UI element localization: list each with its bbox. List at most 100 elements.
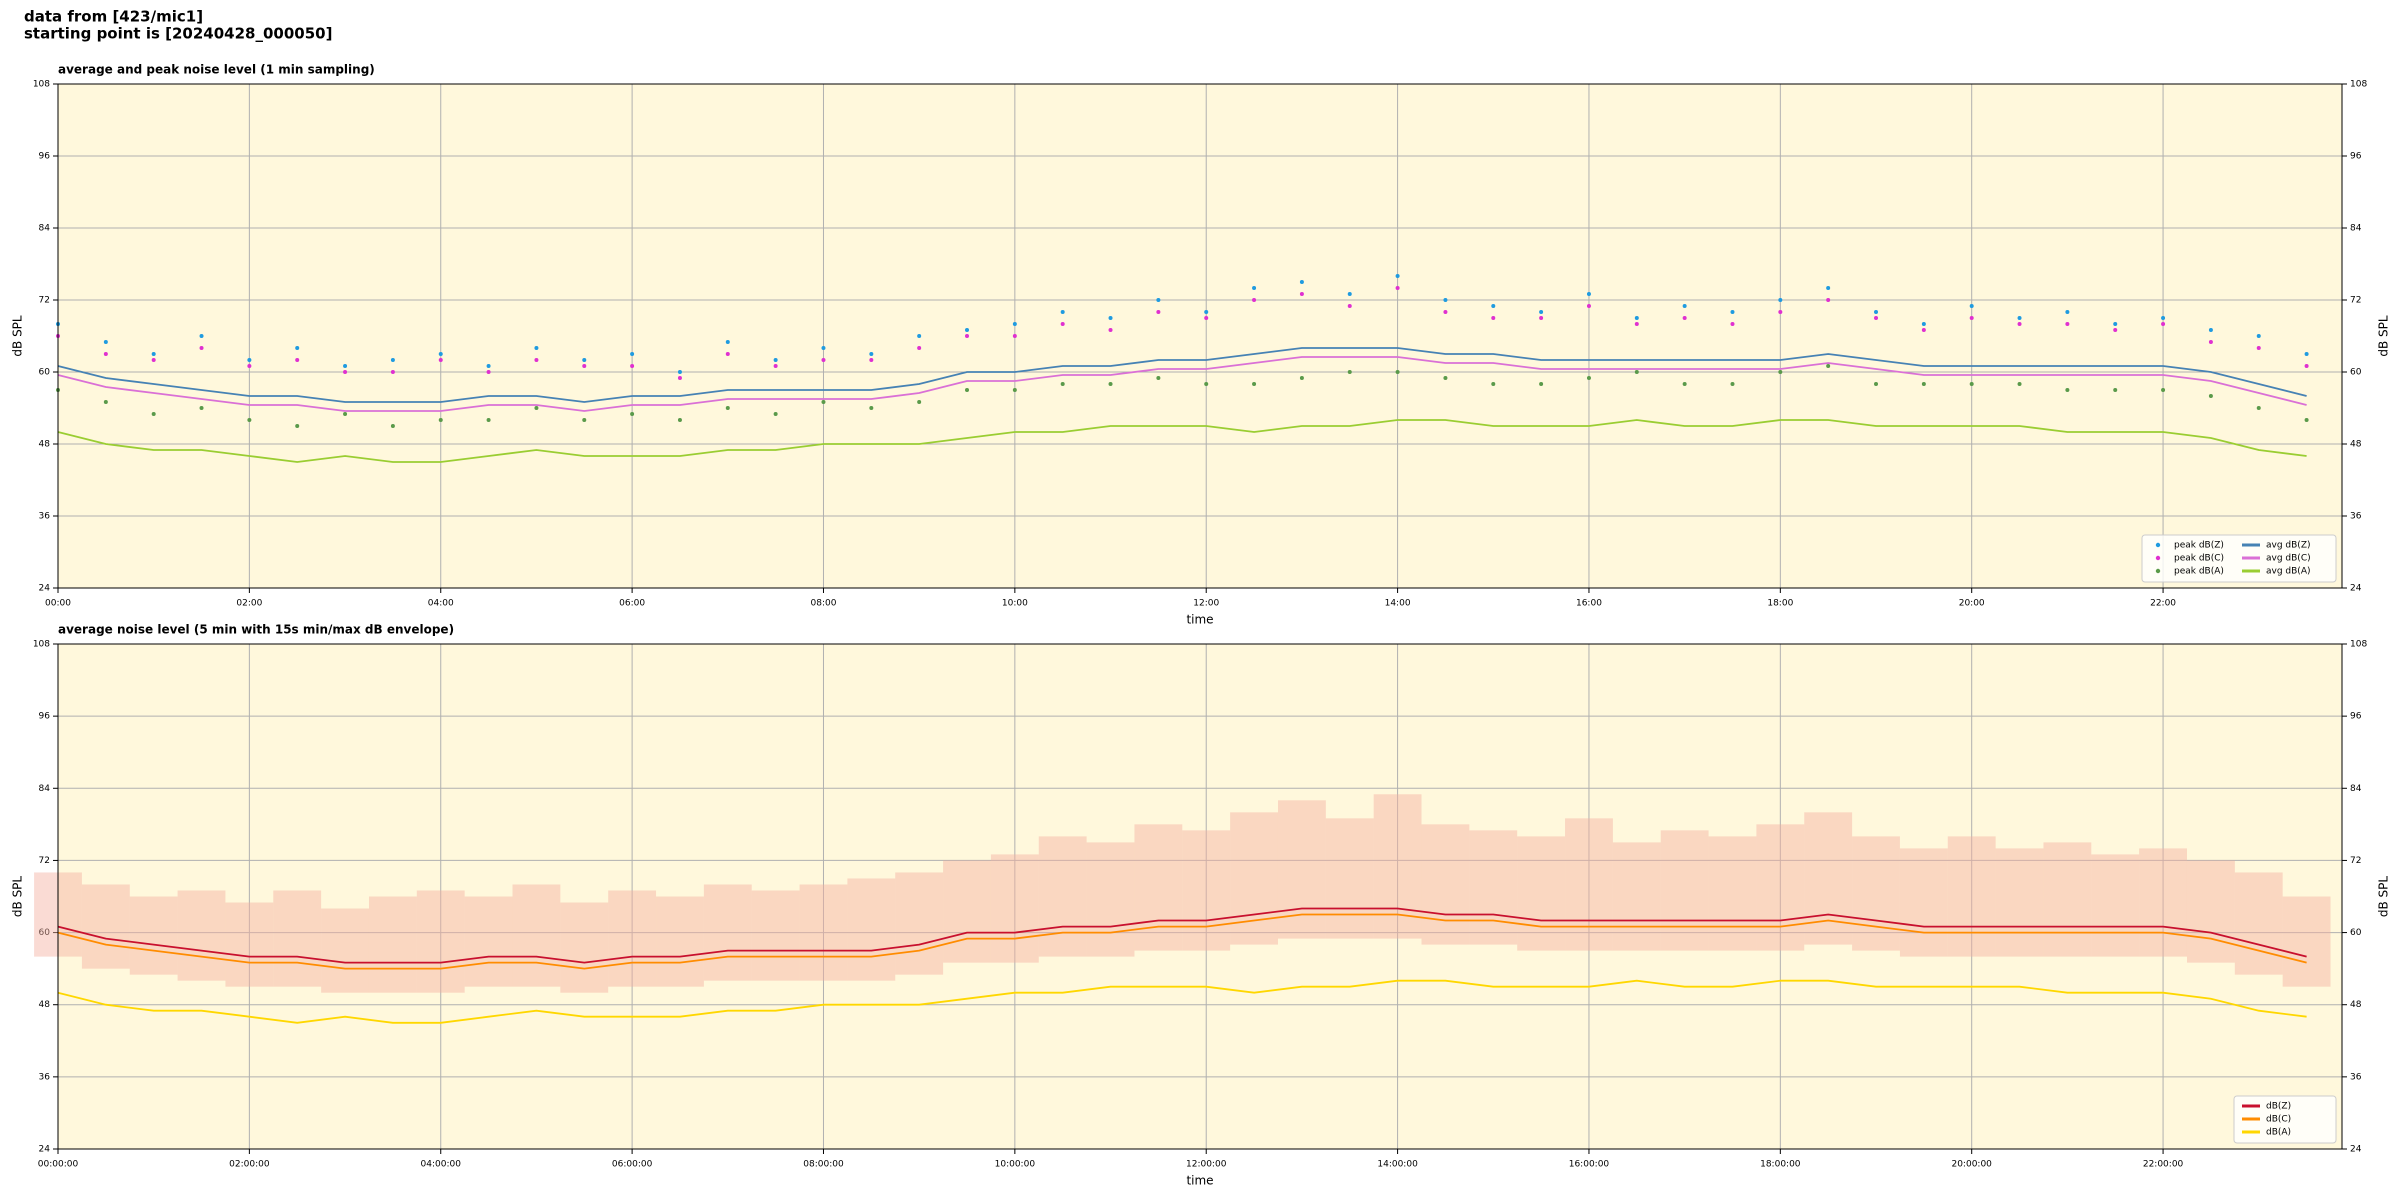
envelope-band bbox=[464, 896, 513, 987]
envelope-band bbox=[656, 896, 704, 987]
x-tick-label: 00:00 bbox=[45, 599, 71, 609]
peak-point bbox=[821, 400, 826, 404]
peak-point bbox=[2065, 310, 2070, 314]
peak-point bbox=[103, 400, 108, 404]
plot-area bbox=[58, 644, 2342, 1149]
peak-point bbox=[1874, 310, 1879, 314]
y2-tick-label: 48 bbox=[2350, 440, 2362, 450]
x-tick-label: 04:00:00 bbox=[421, 1160, 462, 1170]
plot-area bbox=[58, 84, 2342, 588]
peak-point bbox=[1156, 310, 1161, 314]
peak-point bbox=[2017, 382, 2022, 386]
envelope-band bbox=[273, 890, 322, 987]
legend-label: avg dB(A) bbox=[2266, 567, 2310, 577]
peak-point bbox=[630, 364, 635, 368]
envelope-band bbox=[1134, 824, 1183, 951]
peak-point bbox=[2161, 388, 2166, 392]
peak-point bbox=[773, 412, 778, 416]
peak-point bbox=[582, 358, 587, 362]
peak-point bbox=[582, 364, 587, 368]
y2-tick-label: 72 bbox=[2350, 296, 2361, 306]
peak-point bbox=[2256, 334, 2261, 338]
y2-tick-label: 96 bbox=[2350, 152, 2362, 162]
peak-point bbox=[677, 370, 682, 374]
envelope-band bbox=[2282, 896, 2331, 987]
envelope-band bbox=[1517, 836, 1566, 951]
y-tick-label: 24 bbox=[39, 584, 51, 594]
peak-point bbox=[534, 346, 539, 350]
y-tick-label: 96 bbox=[39, 712, 51, 722]
y-axis-label: dB SPL bbox=[11, 876, 25, 918]
y-tick-label: 24 bbox=[39, 1145, 51, 1155]
peak-point bbox=[343, 364, 348, 368]
envelope-band bbox=[1182, 830, 1231, 951]
envelope-band bbox=[847, 878, 896, 981]
peak-point bbox=[917, 346, 922, 350]
peak-point bbox=[1682, 382, 1687, 386]
peak-point bbox=[1586, 304, 1591, 308]
peak-point bbox=[1826, 364, 1831, 368]
series-line bbox=[57, 979, 2307, 1024]
peak-point bbox=[821, 358, 826, 362]
peak-point bbox=[1108, 316, 1113, 320]
peak-point bbox=[1060, 310, 1065, 314]
peak-point bbox=[1778, 298, 1783, 302]
envelope-band bbox=[1995, 848, 2044, 957]
peak-point bbox=[2304, 364, 2309, 368]
peak-point bbox=[869, 358, 874, 362]
x-tick-label: 14:00:00 bbox=[1377, 1160, 1418, 1170]
envelope-band bbox=[1947, 836, 1996, 957]
peak-point bbox=[1921, 322, 1926, 326]
x-tick-label: 08:00:00 bbox=[803, 1160, 844, 1170]
y2-axis-label: dB SPL bbox=[2377, 876, 2391, 918]
envelope-band bbox=[368, 896, 417, 993]
peak-point bbox=[1586, 292, 1591, 296]
peak-point bbox=[1634, 370, 1639, 374]
peak-point bbox=[1060, 382, 1065, 386]
peak-point bbox=[869, 352, 874, 356]
peak-point bbox=[199, 346, 204, 350]
envelope-band bbox=[416, 890, 465, 993]
y-tick-label: 36 bbox=[39, 1072, 51, 1082]
peak-point bbox=[2161, 316, 2166, 320]
x-tick-label: 18:00 bbox=[1767, 599, 1793, 609]
x-tick-label: 16:00:00 bbox=[1569, 1160, 1610, 1170]
peak-point bbox=[1969, 304, 1974, 308]
envelope-band bbox=[560, 902, 609, 993]
peak-point bbox=[390, 370, 395, 374]
peak-point bbox=[1443, 310, 1448, 314]
y-tick-label: 48 bbox=[39, 1000, 51, 1010]
peak-point bbox=[2113, 388, 2118, 392]
envelope-band bbox=[1469, 830, 1518, 945]
envelope-band bbox=[512, 884, 561, 987]
y2-tick-label: 108 bbox=[2350, 640, 2367, 650]
peak-point bbox=[630, 352, 635, 356]
y2-tick-label: 60 bbox=[2350, 928, 2362, 938]
envelope-band bbox=[2186, 860, 2235, 963]
envelope-band bbox=[2139, 848, 2187, 957]
peak-point bbox=[1969, 382, 1974, 386]
legend-label: peak dB(A) bbox=[2174, 567, 2224, 577]
envelope-band bbox=[990, 854, 1039, 963]
peak-point bbox=[103, 340, 108, 344]
peak-point bbox=[2304, 352, 2309, 356]
peak-point bbox=[1586, 376, 1591, 380]
legend-label: dB(A) bbox=[2266, 1128, 2291, 1138]
x-tick-label: 00:00:00 bbox=[38, 1160, 79, 1170]
y2-axis-label: dB SPL bbox=[2377, 315, 2391, 357]
series-line bbox=[57, 907, 2307, 964]
peak-point bbox=[1299, 376, 1304, 380]
peak-point bbox=[2017, 322, 2022, 326]
peak-point bbox=[1826, 298, 1831, 302]
envelope-band bbox=[1899, 848, 1948, 957]
legend-box bbox=[2141, 534, 2337, 583]
peak-point bbox=[1012, 334, 1017, 338]
peak-point bbox=[773, 364, 778, 368]
peak-point bbox=[1682, 304, 1687, 308]
y-axis-label: dB SPL bbox=[11, 315, 25, 357]
legend-marker bbox=[2155, 542, 2161, 548]
peak-point bbox=[677, 418, 682, 422]
peak-point bbox=[1778, 370, 1783, 374]
peak-point bbox=[199, 406, 204, 410]
